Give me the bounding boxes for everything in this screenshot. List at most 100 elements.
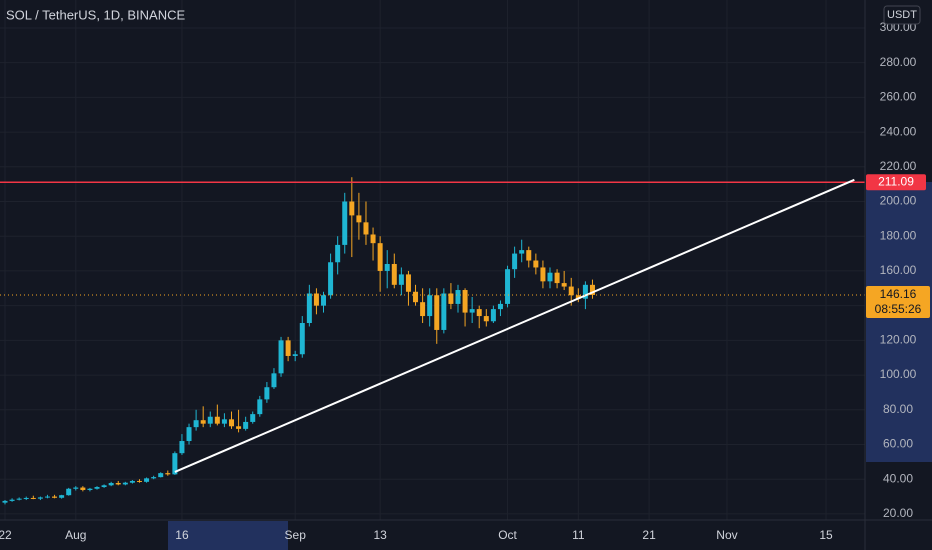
y-tick-label: 120.00 — [880, 333, 917, 347]
candle-body — [321, 295, 327, 306]
candle-body — [462, 290, 468, 313]
candle-body — [384, 263, 390, 271]
candle-body — [377, 243, 383, 271]
x-tick-label: 22 — [0, 528, 12, 542]
candle-body — [236, 426, 242, 429]
candle-body — [589, 284, 595, 295]
candle-body — [2, 500, 8, 503]
candle-body — [434, 295, 440, 330]
candle-body — [540, 267, 546, 282]
candle-body — [398, 274, 404, 285]
last-price-tag — [866, 285, 930, 318]
candle-body — [413, 291, 419, 303]
candle-body — [23, 497, 29, 499]
candle-body — [158, 473, 164, 478]
candle-body — [151, 477, 157, 479]
candle-body — [497, 303, 503, 310]
candle-body — [455, 290, 461, 304]
time-range-highlight — [168, 521, 288, 550]
x-tick-label: Nov — [716, 528, 737, 542]
candle-body — [363, 222, 369, 235]
y-tick-label: 260.00 — [880, 90, 917, 104]
candle-body — [512, 253, 518, 270]
x-tick-label: 13 — [373, 528, 387, 542]
y-tick-label: 40.00 — [883, 471, 913, 485]
axes: 20.0040.0060.0080.00100.00120.00140.0016… — [0, 5, 930, 542]
candle-body — [533, 260, 539, 268]
candle-body — [349, 201, 355, 216]
grid — [0, 0, 865, 520]
candle-body — [200, 420, 206, 424]
candle-body — [448, 293, 454, 304]
candle-body — [59, 495, 65, 498]
candle-body — [441, 293, 447, 330]
candle-body — [328, 262, 334, 296]
candle-body — [221, 419, 227, 424]
candle-body — [476, 309, 482, 317]
candle-body — [52, 496, 58, 498]
candle-body — [122, 482, 128, 485]
candle-body — [547, 272, 553, 282]
candle-body — [405, 274, 411, 292]
countdown-label: 08:55:26 — [875, 302, 922, 316]
last-price-label: 146.16 — [880, 287, 917, 301]
y-tick-label: 60.00 — [883, 437, 913, 451]
chart-title: SOL / TetherUS, 1D, BINANCE — [6, 7, 186, 22]
candle-body — [427, 295, 433, 317]
candle-body — [179, 441, 185, 454]
candle-body — [356, 215, 362, 223]
candle-body — [278, 340, 284, 374]
candle-body — [264, 387, 270, 400]
y-tick-label: 180.00 — [880, 228, 917, 242]
x-tick-label: Oct — [498, 528, 517, 542]
currency-label: USDT — [887, 9, 917, 21]
candle-body — [37, 497, 43, 499]
y-tick-label: 280.00 — [880, 55, 917, 69]
y-tick-label: 220.00 — [880, 159, 917, 173]
candle-body — [165, 473, 171, 475]
candle-body — [30, 497, 36, 499]
plot-area — [0, 177, 865, 505]
candle-body — [144, 478, 150, 482]
candle-body — [186, 427, 192, 442]
candle-body — [193, 420, 199, 428]
candle-body — [313, 293, 319, 306]
candle-body — [243, 421, 249, 429]
candle-body — [292, 354, 298, 356]
level-tag — [866, 174, 926, 191]
candle-body — [9, 499, 15, 501]
currency-box — [883, 5, 921, 25]
candle-body — [370, 234, 376, 244]
candle-body — [335, 244, 341, 263]
y-tick-label: 160.00 — [880, 263, 917, 277]
candle-body — [87, 488, 93, 490]
candle-body — [129, 480, 135, 483]
candle-body — [519, 250, 525, 254]
candle-body — [483, 316, 489, 322]
candle-body — [420, 302, 426, 317]
x-tick-label: 16 — [175, 528, 189, 542]
x-tick-label: 11 — [572, 528, 585, 542]
candle-body — [115, 483, 121, 485]
y-tick-label: 100.00 — [880, 367, 917, 381]
candle-body — [73, 487, 79, 489]
y-tick-label: 240.00 — [880, 124, 917, 138]
candle-body — [207, 416, 213, 424]
candle-body — [306, 293, 312, 324]
candle-body — [94, 487, 100, 489]
candle-body — [250, 414, 256, 422]
x-tick-label: 21 — [642, 528, 656, 542]
candle-body — [575, 295, 581, 299]
x-tick-label: Sep — [285, 528, 307, 542]
candle-body — [101, 485, 107, 488]
candle-body — [136, 480, 142, 482]
x-tick-label: Aug — [65, 528, 86, 542]
price-range-highlight — [866, 182, 932, 462]
candle-body — [505, 269, 511, 304]
candle-body — [469, 309, 475, 313]
candle-body — [44, 496, 50, 498]
candle-body — [108, 483, 114, 486]
trendline — [174, 178, 855, 473]
